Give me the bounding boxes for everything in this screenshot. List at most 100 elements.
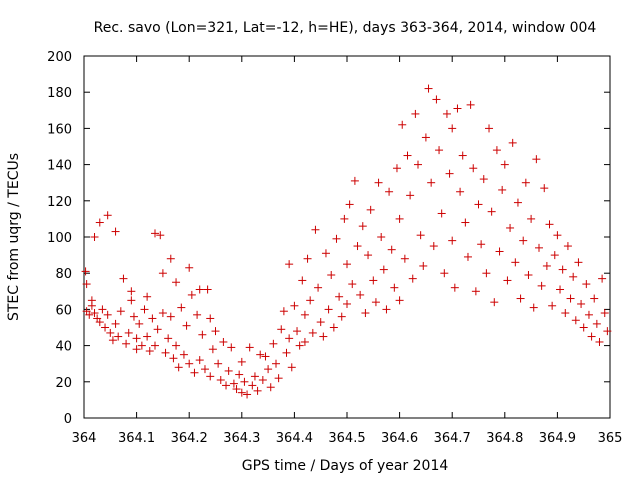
data-point (143, 292, 152, 301)
data-point (95, 218, 104, 227)
data-point (116, 307, 125, 316)
data-point (261, 352, 270, 361)
data-point (295, 341, 304, 350)
y-tick-label: 100 (47, 231, 72, 246)
data-point (435, 146, 444, 155)
data-point (90, 233, 99, 241)
data-point (324, 305, 333, 314)
chart-title: Rec. savo (Lon=321, Lat=-12, h=HE), days… (94, 20, 597, 36)
data-point (177, 303, 186, 312)
data-point (206, 372, 215, 381)
data-point (427, 178, 436, 187)
x-axis-title: GPS time / Days of year 2014 (242, 458, 449, 474)
data-point (95, 318, 104, 327)
data-point (424, 84, 433, 93)
data-point (519, 236, 528, 245)
data-point (169, 354, 178, 363)
data-point (335, 292, 344, 301)
data-point (279, 307, 288, 316)
data-point (482, 269, 491, 278)
data-point (529, 303, 538, 312)
data-point (450, 283, 459, 292)
data-point (266, 383, 275, 392)
data-point (248, 381, 257, 390)
data-point (287, 363, 296, 372)
data-point (237, 388, 246, 397)
data-point (319, 332, 328, 341)
data-point (166, 312, 175, 321)
data-point (187, 290, 196, 299)
data-point (521, 178, 530, 187)
data-point (253, 386, 262, 395)
data-point (343, 260, 351, 269)
data-point (103, 310, 112, 319)
data-point (250, 372, 259, 381)
data-point (161, 348, 170, 357)
data-point (437, 209, 446, 218)
data-point (300, 310, 309, 319)
data-point (164, 334, 173, 343)
data-point (508, 138, 517, 147)
data-point (303, 254, 312, 263)
data-point (463, 252, 472, 261)
data-point (237, 357, 246, 366)
data-point (553, 231, 562, 240)
x-tick-label: 364.5 (328, 431, 365, 446)
data-point (471, 287, 480, 296)
data-point (148, 314, 157, 323)
data-point (269, 339, 278, 348)
data-point (198, 330, 207, 339)
data-point (429, 242, 438, 251)
data-point (135, 319, 144, 328)
data-point (129, 312, 138, 321)
data-point (256, 350, 265, 359)
data-point (151, 341, 160, 350)
data-point (582, 280, 591, 289)
data-point (550, 251, 559, 260)
data-point (208, 345, 217, 354)
data-point (448, 236, 457, 245)
data-point (390, 283, 399, 292)
data-point (114, 332, 123, 341)
data-point (127, 287, 136, 296)
data-points (81, 84, 612, 399)
y-tick-label: 180 (47, 86, 72, 101)
data-point (598, 274, 607, 283)
data-point (127, 296, 136, 305)
data-point (561, 309, 570, 318)
data-point (190, 368, 199, 377)
data-point (158, 269, 167, 278)
data-point (98, 305, 107, 314)
data-point (337, 312, 346, 321)
data-point (156, 231, 165, 240)
data-point (603, 327, 612, 336)
data-point (153, 325, 162, 334)
data-point (366, 205, 375, 214)
x-tick-label: 364 (72, 431, 97, 446)
data-point (387, 245, 396, 254)
data-point (377, 233, 386, 241)
data-point (445, 169, 454, 178)
data-point (206, 314, 215, 323)
data-point (563, 242, 572, 251)
data-point (232, 385, 241, 394)
y-tick-label: 160 (47, 122, 72, 137)
data-point (569, 272, 578, 281)
data-point (592, 319, 601, 328)
data-point (534, 243, 543, 252)
data-point (229, 379, 238, 388)
data-point (548, 301, 557, 310)
data-point (193, 310, 202, 319)
data-point (579, 323, 588, 332)
data-point (300, 337, 309, 346)
data-point (227, 343, 236, 352)
data-point (195, 285, 204, 294)
data-point (271, 359, 280, 368)
data-point (90, 309, 99, 318)
x-tick-label: 364.1 (118, 431, 155, 446)
data-point (374, 178, 383, 187)
x-tick-label: 364.8 (486, 431, 523, 446)
data-point (179, 350, 188, 359)
data-point (321, 249, 330, 258)
